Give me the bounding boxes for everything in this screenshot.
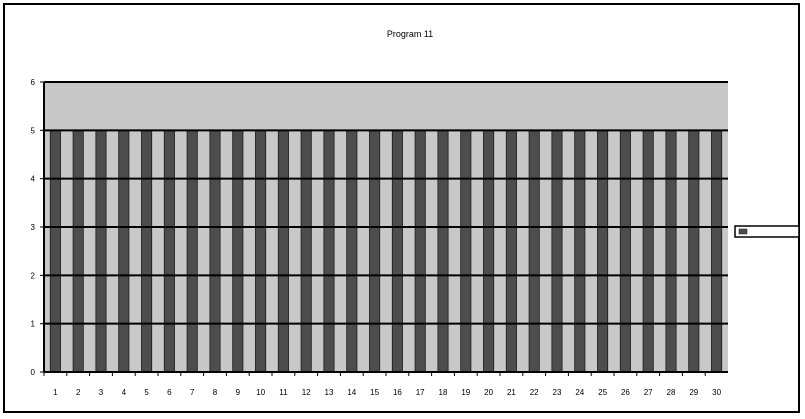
bar-29: [688, 129, 700, 373]
y-tick-label-4: 4: [31, 175, 36, 184]
x-tick-label-24: 24: [575, 388, 584, 397]
bar-27: [642, 129, 654, 373]
x-tick-label-1: 1: [53, 388, 58, 397]
bar-2: [72, 129, 84, 373]
chart-title: Program 11: [387, 29, 433, 39]
x-tick-label-15: 15: [370, 388, 379, 397]
bar-6: [163, 129, 175, 373]
bar-7: [186, 129, 198, 373]
bar-28: [665, 129, 677, 373]
x-tick-label-28: 28: [667, 388, 676, 397]
y-tick-label-2: 2: [31, 271, 36, 280]
y-tick-label-1: 1: [31, 320, 36, 329]
bar-24: [574, 129, 586, 373]
bar-5: [141, 129, 153, 373]
x-tick-label-2: 2: [76, 388, 81, 397]
x-tick-label-25: 25: [598, 388, 607, 397]
bar-17: [414, 129, 426, 373]
x-tick-label-7: 7: [190, 388, 195, 397]
bar-14: [346, 129, 358, 373]
bar-20: [483, 129, 495, 373]
x-tick-label-16: 16: [393, 388, 402, 397]
x-tick-label-3: 3: [99, 388, 104, 397]
legend: [734, 225, 800, 238]
bar-15: [369, 129, 381, 373]
x-tick-label-9: 9: [236, 388, 241, 397]
bar-21: [505, 129, 517, 373]
x-tick-label-10: 10: [256, 388, 265, 397]
chart-frame: Program 11 0 1 2 3 4 5 6 1 2 3 4 5 6 7 8 9 10 11 12 13 14 15 1…: [3, 3, 800, 413]
x-tick-label-22: 22: [530, 388, 539, 397]
y-tick-label-5: 5: [31, 126, 36, 135]
bar-30: [711, 129, 723, 373]
x-tick-label-4: 4: [122, 388, 127, 397]
legend-box: [734, 225, 800, 238]
x-tick-label-26: 26: [621, 388, 630, 397]
bar-11: [277, 129, 289, 373]
x-tick-label-21: 21: [507, 388, 516, 397]
x-tick-label-14: 14: [347, 388, 356, 397]
x-tick-label-23: 23: [553, 388, 562, 397]
x-tick-label-20: 20: [484, 388, 493, 397]
legend-swatch: [738, 228, 748, 235]
bar-10: [255, 129, 267, 373]
bar-23: [551, 129, 563, 373]
gridlines: [44, 81, 728, 325]
bar-18: [437, 129, 449, 373]
y-tick-label-0: 0: [31, 368, 36, 377]
y-tick-label-3: 3: [31, 223, 36, 232]
x-tick-label-8: 8: [213, 388, 218, 397]
bar-22: [528, 129, 540, 373]
y-axis-ticks: 0 1 2 3 4 5 6: [31, 78, 44, 377]
bar-26: [619, 129, 631, 373]
x-tick-label-12: 12: [302, 388, 311, 397]
bar-13: [323, 129, 335, 373]
x-tick-label-6: 6: [167, 388, 172, 397]
x-tick-label-5: 5: [144, 388, 149, 397]
x-tick-label-17: 17: [416, 388, 425, 397]
x-tick-label-19: 19: [461, 388, 470, 397]
bar-25: [597, 129, 609, 373]
x-tick-label-29: 29: [689, 388, 698, 397]
x-tick-label-13: 13: [325, 388, 334, 397]
bar-12: [300, 129, 312, 373]
bar-9: [232, 129, 244, 373]
x-axis-ticks: 1 2 3 4 5 6 7 8 9 10 11 12 13 14 15 16 17 18 19 20 21 22 23 24 2…: [43, 372, 722, 397]
bar-16: [391, 129, 403, 373]
x-tick-label-11: 11: [279, 388, 288, 397]
x-tick-label-27: 27: [644, 388, 653, 397]
bar-3: [95, 129, 107, 373]
x-tick-label-30: 30: [712, 388, 721, 397]
x-tick-label-18: 18: [439, 388, 448, 397]
bar-4: [118, 129, 130, 373]
bar-19: [460, 129, 472, 373]
bar-8: [209, 129, 221, 373]
y-tick-label-6: 6: [31, 78, 36, 87]
bar-1: [49, 129, 61, 373]
